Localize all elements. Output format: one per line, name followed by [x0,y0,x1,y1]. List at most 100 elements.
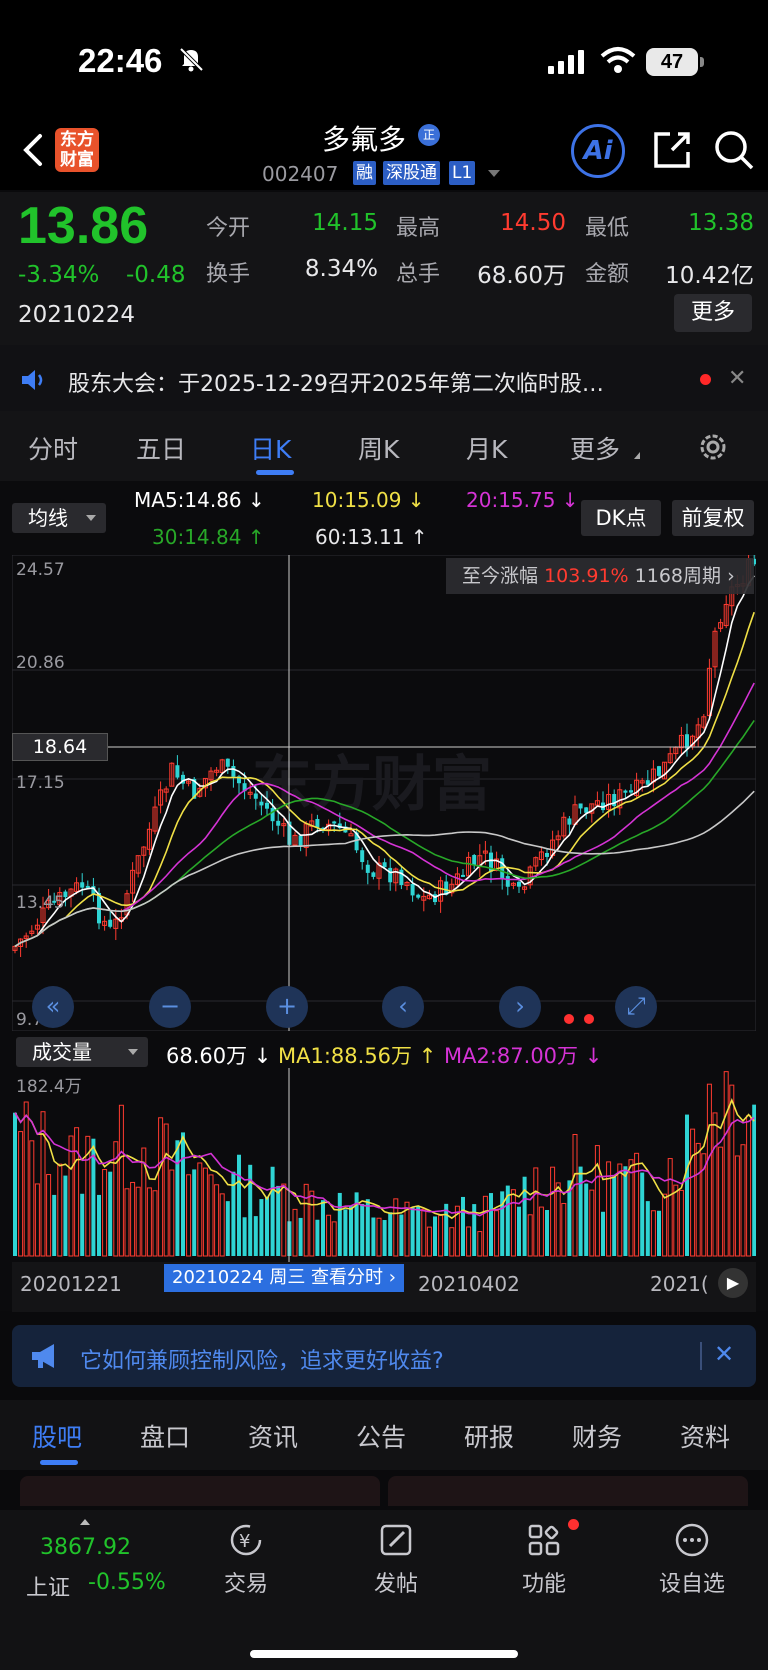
promo-divider [700,1342,702,1370]
volume-bar [673,1184,679,1257]
nav-functions[interactable]: 功能 [521,1572,566,1597]
ai-assistant-button[interactable]: Ai [571,124,625,178]
volume-bar [18,1131,24,1257]
high-label: 最高 [396,216,441,241]
candle-body [533,857,539,867]
index-name[interactable]: 上证 [26,1576,71,1601]
promo-banner[interactable] [12,1325,756,1387]
nav-watchlist[interactable]: 设自选 [658,1572,725,1597]
volume-bar [701,1153,707,1257]
volume-bar [650,1210,656,1257]
gear-icon[interactable] [696,430,730,464]
more-dots-icon[interactable] [642,1520,742,1564]
app-logo: 东方 财富 [55,128,99,172]
popularity-card[interactable] [20,1476,380,1506]
promo-close-button[interactable]: ✕ [714,1340,735,1368]
tab-monthly-k[interactable]: 月K [466,435,508,464]
apps-icon[interactable] [494,1520,594,1564]
candle-body [701,716,707,728]
volume-bar [40,1111,46,1257]
candle-body [23,935,29,940]
tab-pankou[interactable]: 盘口 [140,1423,191,1452]
long-short-card[interactable] [388,1476,748,1506]
volume-bar [68,1135,74,1257]
quote-date: 20210224 [18,302,136,328]
volume-bar [594,1145,600,1257]
scroll-start-button[interactable]: « [32,986,74,1028]
more-button[interactable]: 更多 [674,294,752,332]
candle-body [113,918,119,929]
volume-bar [399,1214,404,1256]
scroll-left-button[interactable]: ‹ [382,986,424,1028]
scroll-right-button[interactable]: › [499,986,541,1028]
notice-bar[interactable] [0,345,768,411]
volume-select[interactable]: 成交量 [16,1037,148,1067]
volume-bar [376,1217,382,1257]
candle-body [667,753,673,764]
status-bar: 22:46 47 [0,0,768,120]
index-value[interactable]: 3867.92 [40,1535,131,1560]
candle-body [332,821,337,824]
back-arrow-icon[interactable] [14,130,54,170]
ma60-line [14,790,755,948]
candle-body [80,882,85,888]
candle-body [34,924,40,930]
tab-weekly-k[interactable]: 周K [358,435,400,464]
tab-guba[interactable]: 股吧 [32,1423,83,1452]
candles [12,555,756,957]
volume-bar [449,1227,455,1257]
fullscreen-button[interactable]: ⤢ [615,986,657,1028]
candle-body [678,734,684,749]
candle-body [141,846,147,856]
volume-bar [752,1104,756,1256]
volume-chart[interactable] [12,1068,756,1264]
volume-bar [617,1163,623,1257]
tab-news[interactable]: 资讯 [248,1423,299,1452]
candle-body [645,780,650,785]
ma-lines [14,575,755,948]
expand-icon[interactable] [80,1519,90,1525]
candle-body [102,920,108,926]
volume-bar [337,1192,342,1256]
index-change[interactable]: -0.55% [88,1570,166,1595]
chevron-down-icon[interactable] [488,170,500,177]
forward-adjust-button[interactable]: 前复权 [672,500,754,536]
trade-icon[interactable]: ¥ [196,1520,296,1564]
tab-more[interactable]: 更多 [570,435,621,464]
candle-body [388,867,393,883]
tab-profile[interactable]: 资料 [680,1423,731,1452]
gain-period: 1168周期 [634,565,722,587]
share-icon[interactable] [650,128,694,172]
volume-bar [567,1180,572,1256]
volume-bar [208,1174,214,1257]
volume-ma-lines [14,1098,755,1220]
nav-trade[interactable]: 交易 [223,1572,268,1597]
nav-post[interactable]: 发帖 [373,1572,418,1597]
volume-bar [343,1209,348,1256]
tab-daily-k[interactable]: 日K [250,435,292,464]
period-tabs [0,411,768,481]
candle-body [63,891,68,898]
cursor-date-button[interactable]: 20210224 周三 查看分时 › [164,1264,404,1292]
ma-select[interactable]: 均线 [12,503,106,533]
dk-point-button[interactable]: DK点 [581,500,661,536]
tab-finance[interactable]: 财务 [572,1423,623,1452]
play-icon[interactable]: ▶ [718,1268,748,1298]
tab-research[interactable]: 研报 [464,1423,515,1452]
gain-since-box[interactable]: 至今涨幅 103.91% 1168周期 › [446,558,754,594]
volume-bar [186,1174,192,1257]
zoom-out-button[interactable]: − [149,986,191,1028]
tab-five-day[interactable]: 五日 [136,435,187,464]
search-icon[interactable] [712,128,756,172]
compose-icon[interactable] [346,1520,446,1564]
tab-intraday[interactable]: 分时 [28,435,79,464]
x-label-end: 2021( [650,1272,709,1296]
tab-announcements[interactable]: 公告 [356,1423,407,1452]
candle-body [192,778,197,799]
zoom-in-button[interactable]: + [266,986,308,1028]
candle-body [371,872,376,877]
candlestick-chart[interactable]: 东方财富 [12,555,756,1031]
volume-bar [315,1219,320,1256]
volume-bar [444,1203,449,1256]
notice-close-button[interactable]: ✕ [728,366,747,391]
